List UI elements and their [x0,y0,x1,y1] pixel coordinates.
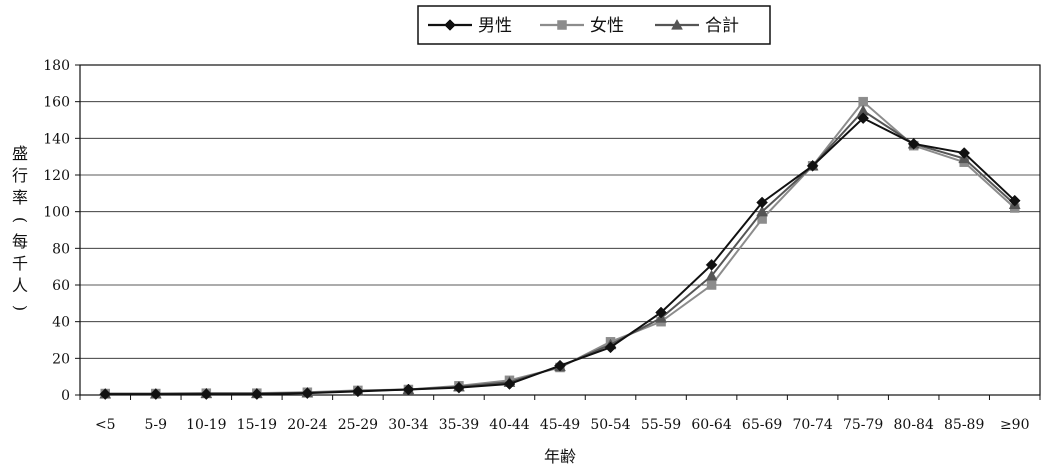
y-tick-label: 20 [52,351,70,367]
y-tick-label: 140 [43,131,70,147]
data-point [705,258,718,271]
series-0 [99,112,1021,400]
y-axis-label-char: 每 [12,232,28,251]
x-tick-label: 50-54 [590,417,630,433]
data-point [907,137,920,150]
y-axis-label-char: ) [11,305,30,311]
y-tick-label: 80 [52,241,70,257]
series-line [105,109,1016,395]
legend-item: 男性 [428,16,512,36]
y-tick-label: 160 [43,95,70,111]
legend-marker [671,18,683,30]
data-point [301,387,314,400]
legend-marker [557,20,567,30]
x-tick-label: ≥90 [1000,417,1030,433]
y-axis-label-char: 盛 [12,144,28,163]
legend-label: 男性 [478,16,512,36]
series-group [99,96,1021,400]
x-tick-label: 55-59 [641,417,681,433]
plot-area [79,64,1041,396]
legend-item: 女性 [540,16,624,36]
x-axis-ticks: <5 5-9 10-19 15-19 20-24 25-29 30-34 35-39 40-44… [79,395,1041,433]
data-point [756,196,768,209]
data-point [554,359,566,372]
series-line [105,116,1016,396]
x-tick-label: 35-39 [439,417,479,433]
y-tick-label: 60 [52,278,70,294]
y-tick-label: 180 [43,58,70,74]
data-point [503,378,516,390]
x-tick-label: 5-9 [145,417,168,433]
data-point [453,381,465,394]
y-axis-label-char: ( [11,217,30,223]
legend-item: 合計 [655,16,739,36]
y-axis-label: 盛行率 ( 每千人) [11,144,30,311]
data-point [1008,194,1021,207]
x-tick-label: 40-44 [489,417,529,433]
data-point [352,385,364,398]
x-tick-label: 10-19 [186,417,226,433]
data-point [706,280,717,290]
y-axis-label-char: 率 [12,188,28,207]
data-point [958,147,971,159]
series-2 [99,104,1021,399]
y-axis-label-char: 行 [12,166,28,185]
x-axis-label: 年齢 [544,447,576,466]
x-tick-label: 45-49 [540,417,580,433]
y-tick-label: 100 [43,205,70,221]
data-point [149,388,162,400]
y-tick-label: 40 [52,315,70,331]
x-tick-label: 70-74 [792,417,832,433]
x-tick-label: 15-19 [237,417,277,433]
legend-label: 女性 [590,16,624,36]
x-tick-label: 60-64 [691,417,731,433]
x-tick-label: 25-29 [338,417,378,433]
gridlines [80,101,1040,359]
data-point [402,383,415,396]
data-point [604,341,617,354]
legend-label: 合計 [705,16,739,36]
legend-marker [444,19,456,31]
x-tick-label: <5 [95,417,116,433]
data-point [756,205,769,217]
y-axis-ticks: 0 20 40 60 80 100 120 140 160 180 [43,58,80,404]
x-tick-label: 75-79 [843,417,883,433]
data-point [99,388,112,400]
series-1 [100,96,1020,399]
data-point [705,269,718,281]
x-tick-label: 80-84 [894,417,934,433]
x-tick-label: 20-24 [287,417,327,433]
x-tick-label: 30-34 [388,417,428,433]
y-axis-label-char: 千 [12,254,28,273]
y-tick-label: 0 [61,388,70,404]
data-point [250,388,263,400]
data-point [806,159,819,172]
y-axis-label-char: 人 [12,276,28,295]
data-point [857,112,870,125]
data-point [200,388,213,400]
data-point [858,96,868,107]
y-tick-label: 120 [43,168,70,184]
x-tick-label: 65-69 [742,417,782,433]
data-point [655,306,667,319]
series-line [105,100,1016,395]
legend-box [417,5,771,45]
legend: 男性 女性 合計 [417,5,771,45]
x-tick-label: 85-89 [944,417,984,433]
